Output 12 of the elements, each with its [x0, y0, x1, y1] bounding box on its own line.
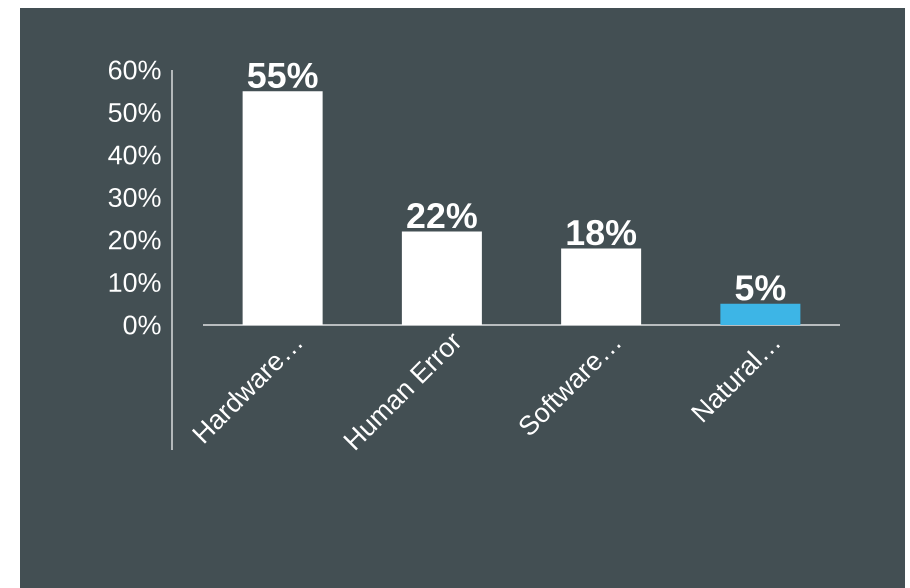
y-tick-label: 30%	[108, 188, 161, 208]
y-tick-label: 50%	[108, 102, 161, 122]
y-tick-label: 40%	[108, 145, 161, 165]
data-label: 18%	[568, 220, 636, 246]
data-label: 5%	[736, 275, 786, 301]
y-tick-label: 20%	[109, 230, 161, 250]
bar	[720, 304, 800, 325]
y-tick-label: 10%	[110, 272, 161, 292]
y-tick-label: 0%	[124, 315, 161, 335]
data-label: 55%	[248, 62, 318, 88]
data-label: 22%	[407, 202, 477, 228]
y-tick-label: 60%	[109, 60, 161, 80]
